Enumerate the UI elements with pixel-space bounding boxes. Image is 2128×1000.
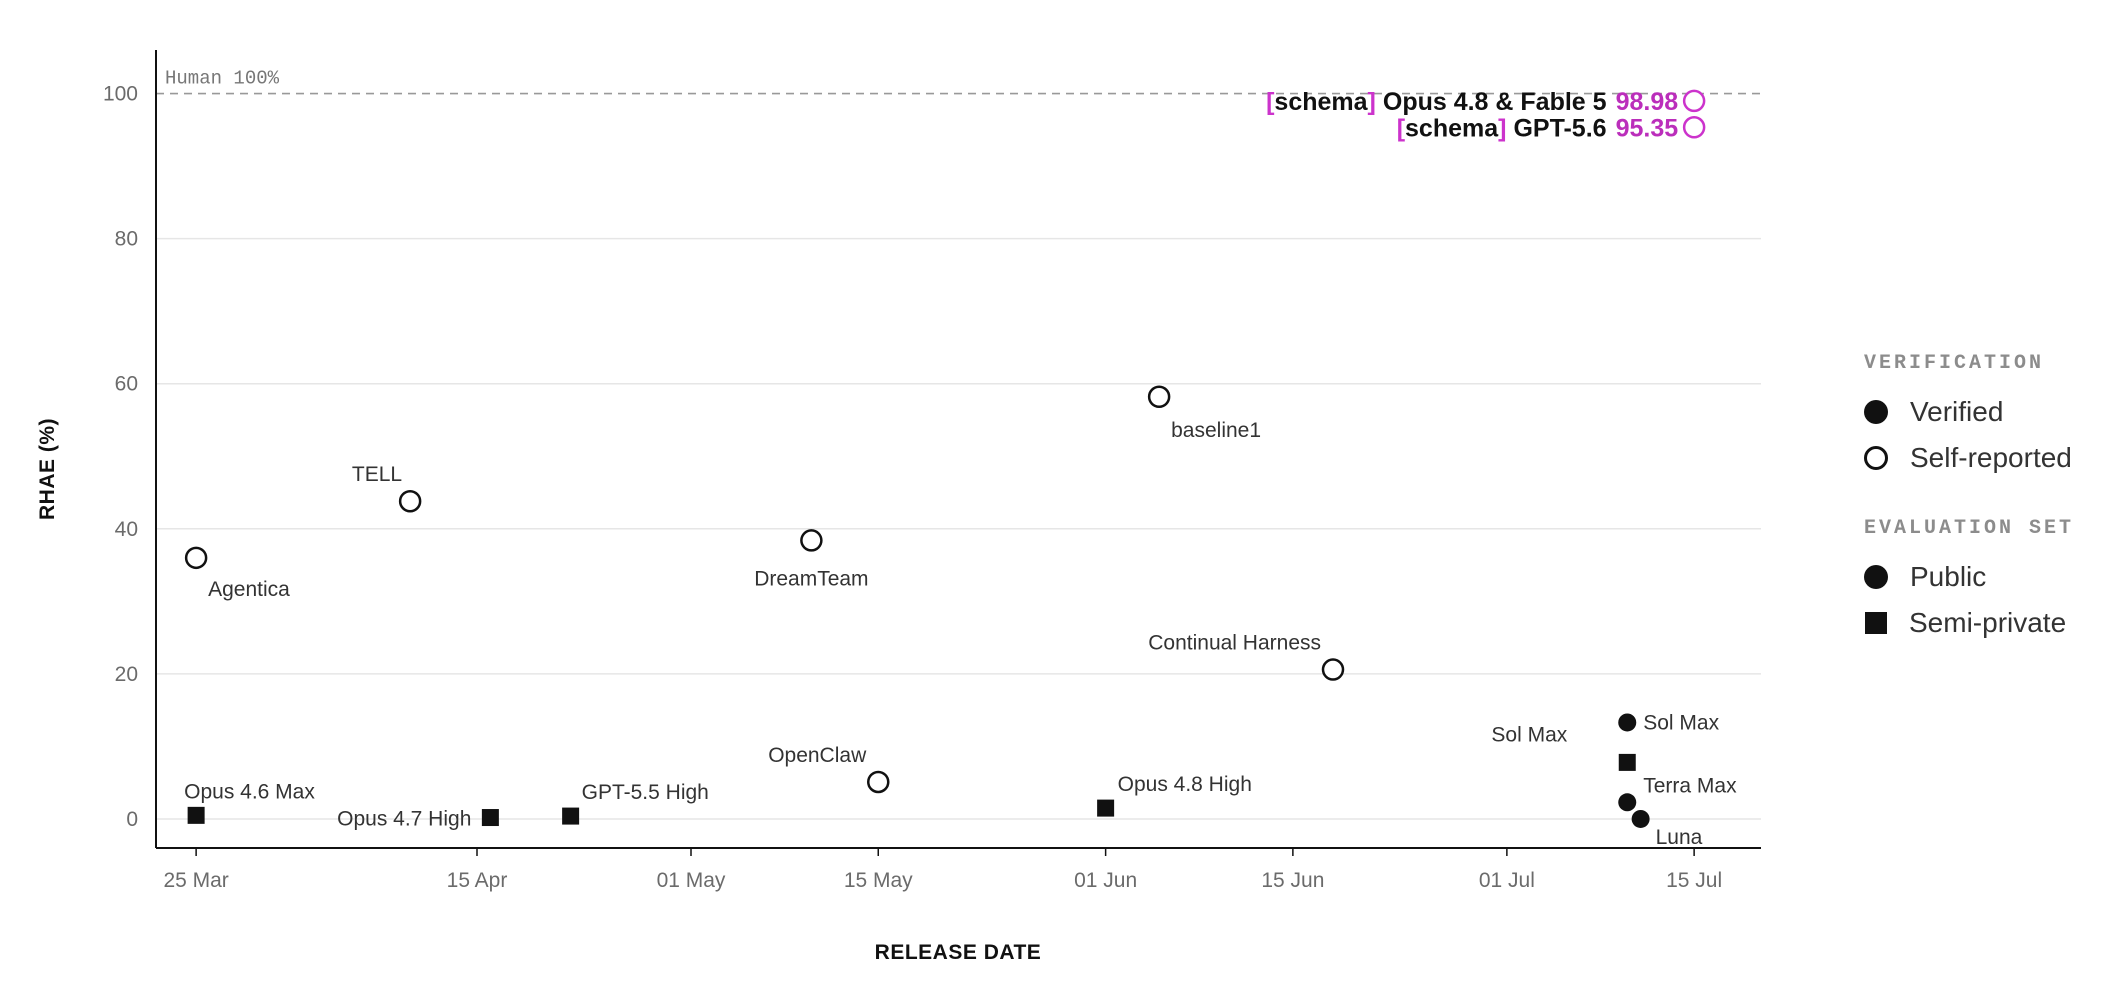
label-sol-max: Sol Max (1491, 723, 1567, 746)
label-baseline1: baseline1 (1171, 419, 1261, 442)
x-tick-label: 15 May (844, 869, 913, 892)
point-openclaw (867, 770, 890, 794)
legend-heading-verification: VERIFICATION (1864, 352, 2045, 375)
highlight-score: 95.35 (1616, 114, 1679, 142)
y-tick-label: 60 (115, 373, 138, 396)
label-luna: Luna (1656, 826, 1703, 849)
label-terra-max: Terra Max (1643, 774, 1737, 797)
legend-item-public: Public (1864, 554, 2124, 600)
point-dreamteam (800, 529, 823, 552)
point-terra-max (1618, 793, 1637, 812)
y-tick-label: 20 (115, 663, 138, 686)
filled-circle-icon (1864, 565, 1888, 589)
x-tick-label: 15 Jun (1261, 869, 1324, 892)
label-tell: TELL (352, 463, 402, 486)
x-tick-label: 01 May (657, 869, 726, 892)
legend-item-verified: Verified (1864, 389, 2124, 435)
legend-label-verified: Verified (1910, 396, 2004, 427)
point-opus-4-8-high (1097, 799, 1115, 817)
point-continual-harness (1321, 658, 1345, 681)
axes (155, 50, 1761, 856)
highlight-text-0: [schema] Opus 4.8 & Fable 5 98.98 (1266, 88, 1678, 116)
point-sol-max (1618, 753, 1636, 771)
label-openclaw: OpenClaw (768, 744, 867, 767)
highlight-model: Opus 4.8 & Fable 5 (1383, 88, 1607, 116)
point-agentica (184, 546, 208, 570)
point-gpt-5-5-high (562, 807, 580, 825)
bracket-close: ] (1498, 114, 1506, 142)
point-baseline1 (1147, 385, 1171, 409)
y-tick-label: 80 (115, 228, 138, 251)
point-schema-gpt-5-6 (1682, 116, 1706, 139)
highlight-text-1: [schema] GPT-5.6 95.35 (1397, 114, 1679, 142)
x-tick-label: 15 Apr (447, 869, 508, 892)
label-opus-4-6-max: Opus 4.6 Max (184, 780, 315, 803)
point-opus-4-7-high (481, 809, 499, 827)
scatter-chart: Human 100% 0 20 40 60 80 100 25 Mar 15 Apr 01 M… (36, 50, 1761, 964)
legend-label-public: Public (1910, 561, 1987, 592)
legend-item-semi-private: Semi-private (1864, 600, 2124, 646)
bracket-open: [ (1266, 88, 1275, 116)
y-tick-label: 0 (126, 808, 138, 831)
x-tick-label: 15 Jul (1666, 869, 1722, 892)
label-opus-4-7-high: Opus 4.7 High (337, 808, 471, 831)
filled-circle-icon (1864, 400, 1888, 424)
x-tick-label: 01 Jul (1479, 869, 1535, 892)
x-tick-label: 01 Jun (1074, 869, 1137, 892)
human-reference-label: Human 100% (165, 68, 280, 90)
highlight-model: GPT-5.6 (1513, 114, 1606, 142)
y-tick-label: 100 (103, 83, 138, 106)
x-tick-labels: 25 Mar 15 Apr 01 May 15 May 01 Jun 15 Jun 01 J… (163, 869, 1722, 892)
legend-item-self-reported: Self-reported (1864, 435, 2124, 481)
label-continual-harness: Continual Harness (1148, 632, 1321, 655)
label-dreamteam: DreamTeam (754, 567, 868, 590)
grid-lines (156, 237, 1761, 820)
highlight-label-0: [schema] Opus 4.8 & Fable 5 98.98 (1266, 88, 1678, 116)
highlight-score: 98.98 (1616, 88, 1679, 116)
point-tell (398, 489, 422, 513)
point-sol-max (1618, 713, 1637, 732)
label-gpt-5-5-high: GPT-5.5 High (582, 781, 709, 804)
label-sol-max: Sol Max (1643, 711, 1719, 734)
legend-heading-eval-set: EVALUATION SET (1864, 517, 2075, 540)
highlight-tag: schema (1274, 88, 1368, 116)
highlight-label-1: [schema] GPT-5.6 95.35 (1397, 114, 1679, 142)
highlight-tag: schema (1405, 114, 1499, 142)
point-schema-opus-4-8-fable-5 (1682, 89, 1706, 113)
label-opus-4-8-high: Opus 4.8 High (1118, 773, 1252, 796)
y-tick-labels: 0 20 40 60 80 100 (103, 83, 138, 831)
x-axis-title: RELEASE DATE (875, 941, 1042, 964)
y-axis-title: RHAE (%) (36, 418, 59, 520)
bracket-open: [ (1397, 114, 1406, 142)
point-labels: Agentica TELL DreamTeam baseline1 Continual … (184, 419, 1737, 849)
open-circle-icon (1864, 446, 1888, 470)
point-opus-4-6-max (187, 806, 205, 824)
filled-square-icon (1865, 612, 1887, 634)
legend: VERIFICATION Verified Self-reported EVAL… (1864, 352, 2124, 646)
bracket-close: ] (1368, 88, 1376, 116)
point-luna (1631, 809, 1650, 828)
label-agentica: Agentica (208, 578, 290, 601)
y-tick-label: 40 (115, 518, 138, 541)
data-points (184, 89, 1706, 828)
legend-label-self-reported: Self-reported (1910, 442, 2072, 473)
x-tick-label: 25 Mar (163, 869, 228, 892)
legend-label-semi-private: Semi-private (1909, 607, 2067, 638)
